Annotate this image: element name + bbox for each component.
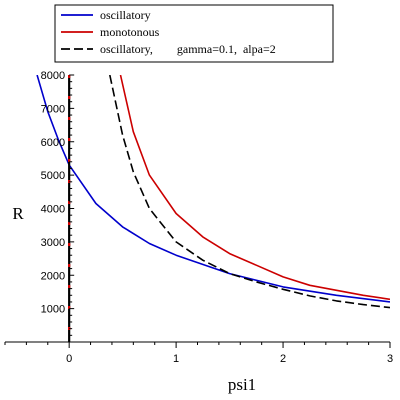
series-line-1 [36,75,390,303]
y-axis-label: R [12,204,24,223]
y-tick-label: 8000 [41,70,65,82]
legend-entry: oscillatory [100,8,151,22]
y-tick-label: 4000 [41,204,65,216]
legend-entry: oscillatory, gamma=0.1, alpa=2 [100,42,276,56]
y-tick-label: 5000 [41,170,65,182]
x-tick-label: 2 [280,353,286,365]
y-tick-label: 7000 [41,103,65,115]
x-axis-label: psi1 [228,375,256,394]
y-tick-label: 3000 [41,237,65,249]
legend: oscillatory monotonous oscillatory, gamma=… [54,4,334,63]
y-tick-label: 1000 [41,304,65,316]
x-tick-label: 1 [173,353,179,365]
series-line-3 [109,75,390,309]
legend-box [54,4,334,63]
plot-lines [36,75,390,309]
x-tick-label: 0 [66,353,72,365]
y-tick-label: 2000 [41,270,65,282]
axes: 0 1 2 3 1000 2000 3000 4000 5000 6000 7000 8000 [4,70,393,365]
legend-entry: monotonous [100,25,160,39]
x-tick-label: 3 [387,353,393,365]
series-line-2 [119,75,390,301]
y-tick-label: 6000 [41,137,65,149]
